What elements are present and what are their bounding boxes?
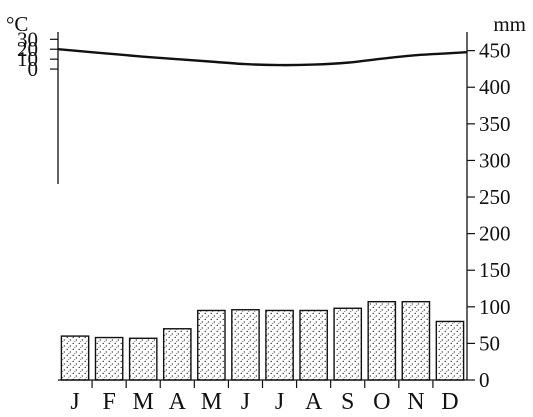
right-axis-tick-label-50: 50 <box>479 331 500 355</box>
month-label-9: S <box>341 389 354 415</box>
month-label-6: J <box>241 389 250 415</box>
right-axis-tick-label-450: 450 <box>479 39 511 63</box>
month-label-10: O <box>373 389 390 415</box>
precip-bar-1 <box>60 335 90 381</box>
precip-bar-6 <box>231 309 260 381</box>
precip-bar-2 <box>94 336 124 381</box>
precip-bar-7 <box>265 309 294 381</box>
left-axis-tick-label-30: 30 <box>17 27 38 51</box>
precip-bar-5 <box>197 309 226 381</box>
precipitation-bars <box>60 300 465 381</box>
left-axis-unit-label: °C <box>6 12 28 36</box>
right-axis-tick-label-350: 350 <box>479 112 511 136</box>
month-label-11: N <box>407 389 424 415</box>
month-label-1: J <box>70 389 79 415</box>
month-label-4: A <box>169 389 187 415</box>
precip-bar-4 <box>162 328 192 381</box>
right-axis-tick-label-150: 150 <box>479 258 511 282</box>
precip-bar-12 <box>435 320 465 381</box>
month-label-2: F <box>102 389 115 415</box>
right-axis-tick-label-300: 300 <box>479 148 511 172</box>
right-axis-tick-label-100: 100 <box>479 295 511 319</box>
temperature-series <box>57 48 468 67</box>
precip-bar-8 <box>299 309 328 381</box>
right-axis-tick-label-400: 400 <box>479 75 511 99</box>
right-axis-tick-label-250: 250 <box>479 185 511 209</box>
precip-bar-11 <box>401 300 431 381</box>
left-axis-tick-label-20: 20 <box>17 37 38 61</box>
right-axis-tick-label-200: 200 <box>479 222 511 246</box>
precip-bar-3 <box>128 337 158 381</box>
month-label-7: J <box>275 389 284 415</box>
left-axis-tick-label-0: 0 <box>28 57 39 81</box>
right-axis-unit-label: mm <box>493 12 526 36</box>
right-axis-tick-label-0: 0 <box>479 368 490 392</box>
month-label-5: M <box>201 389 222 415</box>
temperature-line <box>57 48 468 67</box>
month-label-3: M <box>133 389 154 415</box>
left-axis-tick-label-10: 10 <box>17 47 38 71</box>
precip-bar-10 <box>367 300 397 381</box>
month-label-8: A <box>305 389 323 415</box>
month-label-12: D <box>441 389 458 415</box>
precip-bar-9 <box>333 307 363 381</box>
